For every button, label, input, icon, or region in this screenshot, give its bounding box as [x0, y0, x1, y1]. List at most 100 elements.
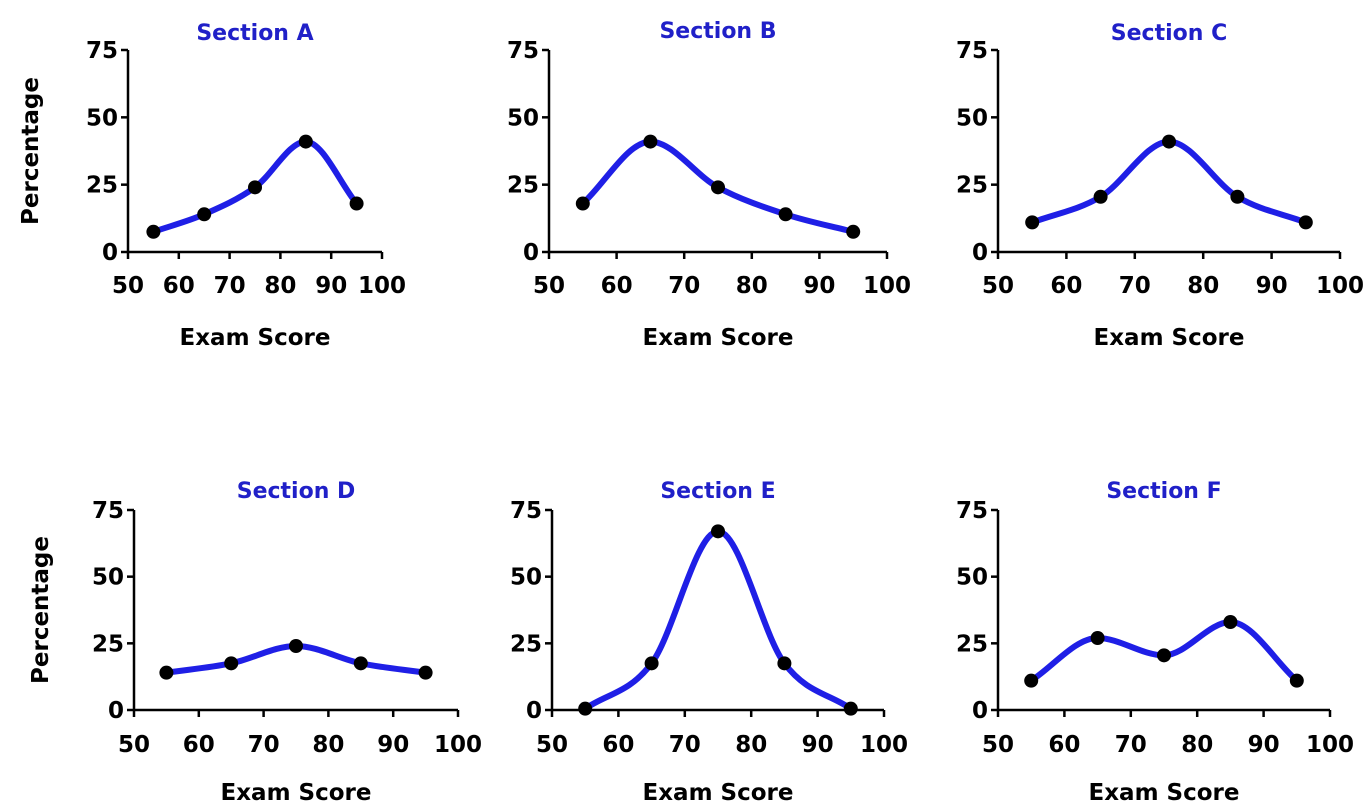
data-point [1093, 189, 1108, 204]
x-tick-label: 70 [1115, 732, 1147, 758]
y-tick-label: 0 [526, 698, 542, 724]
x-tick-label: 70 [214, 273, 246, 299]
data-point [778, 207, 793, 222]
y-tick-label: 75 [92, 498, 124, 524]
y-tick-label: 50 [92, 565, 124, 591]
y-tick-label: 75 [510, 498, 542, 524]
y-tick-label: 25 [86, 173, 118, 199]
chart-title: Section F [1106, 479, 1221, 504]
y-tick-label: 75 [956, 38, 988, 64]
data-point [846, 224, 861, 239]
x-tick-label: 70 [669, 732, 701, 758]
y-tick-label: 25 [956, 631, 988, 657]
chart-title: Section C [1111, 21, 1227, 46]
data-point [643, 134, 658, 149]
data-point [1298, 215, 1313, 230]
x-axis-title: Exam Score [643, 325, 794, 351]
x-tick-label: 100 [1306, 732, 1354, 758]
x-tick-label: 50 [118, 732, 150, 758]
y-tick-label: 50 [86, 105, 118, 131]
x-axis-title: Exam Score [1094, 325, 1245, 351]
chart-title: Section B [659, 19, 776, 44]
x-tick-label: 60 [183, 732, 215, 758]
data-point [349, 196, 364, 211]
y-tick-label: 50 [956, 565, 988, 591]
y-tick-label: 75 [86, 38, 118, 64]
data-point [644, 656, 659, 671]
data-point [575, 196, 590, 211]
data-point [1162, 134, 1176, 149]
x-tick-label: 50 [982, 273, 1014, 299]
x-tick-label: 90 [315, 273, 347, 299]
x-tick-label: 50 [533, 273, 565, 299]
data-point [1024, 673, 1039, 688]
x-tick-label: 90 [1256, 273, 1288, 299]
y-tick-label: 25 [92, 631, 124, 657]
x-tick-label: 90 [1248, 732, 1280, 758]
x-tick-label: 70 [668, 273, 700, 299]
y-tick-label: 50 [507, 105, 539, 131]
data-point [777, 656, 792, 671]
chart-panel-f: Section F 0 25 50 75 50 60 70 80 90 100 Exam Score [956, 479, 1354, 806]
x-tick-label: 50 [112, 273, 144, 299]
data-point [1230, 189, 1245, 204]
y-tick-label: 25 [956, 173, 988, 199]
chart-panel-c: Section C 0 25 50 75 50 60 70 80 90 100 Exam Score [956, 21, 1364, 351]
data-point [289, 639, 303, 653]
series-line [582, 528, 854, 712]
x-tick-label: 70 [248, 732, 280, 758]
y-tick-label: 0 [523, 240, 539, 266]
data-point [224, 656, 239, 671]
x-axis-title: Exam Score [1089, 780, 1240, 806]
x-tick-label: 70 [1119, 273, 1151, 299]
data-point [146, 224, 161, 239]
x-axis-title: Exam Score [643, 780, 794, 806]
data-point [711, 524, 725, 539]
chart-title: Section D [237, 479, 356, 504]
data-point [1289, 673, 1304, 688]
x-tick-label: 50 [536, 732, 568, 758]
x-tick-label: 50 [982, 732, 1014, 758]
chart-title: Section A [196, 21, 313, 46]
data-point [197, 207, 212, 222]
x-tick-label: 80 [312, 732, 344, 758]
data-point [578, 701, 593, 716]
data-point [353, 656, 368, 671]
data-point [1223, 615, 1238, 629]
x-tick-label: 60 [1048, 732, 1080, 758]
x-tick-label: 100 [358, 273, 406, 299]
y-tick-label: 0 [972, 698, 988, 724]
chart-panel-a: Section A 0 25 50 75 50 60 70 80 90 100 Exam Score P… [18, 21, 406, 351]
y-axis-title: Percentage [18, 77, 44, 225]
x-tick-label: 80 [736, 273, 768, 299]
series-line [1029, 138, 1309, 226]
x-tick-label: 100 [863, 273, 911, 299]
y-tick-label: 75 [507, 38, 539, 64]
x-tick-label: 90 [802, 732, 834, 758]
data-point [159, 665, 174, 680]
x-axis-title: Exam Score [180, 325, 331, 351]
y-tick-label: 0 [108, 698, 124, 724]
x-tick-label: 100 [860, 732, 908, 758]
x-tick-label: 90 [803, 273, 835, 299]
x-tick-label: 80 [735, 732, 767, 758]
x-tick-label: 90 [377, 732, 409, 758]
y-tick-label: 25 [510, 631, 542, 657]
x-tick-label: 80 [1181, 732, 1213, 758]
y-tick-label: 0 [972, 240, 988, 266]
data-point [418, 665, 433, 680]
y-axis-title: Percentage [28, 536, 54, 684]
x-tick-label: 60 [163, 273, 195, 299]
x-tick-label: 80 [264, 273, 296, 299]
data-point [248, 180, 262, 195]
chart-title: Section E [660, 479, 775, 504]
data-point [843, 701, 858, 716]
x-tick-label: 100 [434, 732, 482, 758]
data-point [711, 180, 725, 195]
y-tick-label: 50 [510, 565, 542, 591]
data-point [1025, 215, 1040, 230]
chart-panel-d: Section D 0 25 50 75 50 60 70 80 90 100 Exam Score P… [28, 479, 482, 806]
data-point [298, 134, 313, 149]
x-tick-label: 80 [1187, 273, 1219, 299]
y-tick-label: 75 [956, 498, 988, 524]
